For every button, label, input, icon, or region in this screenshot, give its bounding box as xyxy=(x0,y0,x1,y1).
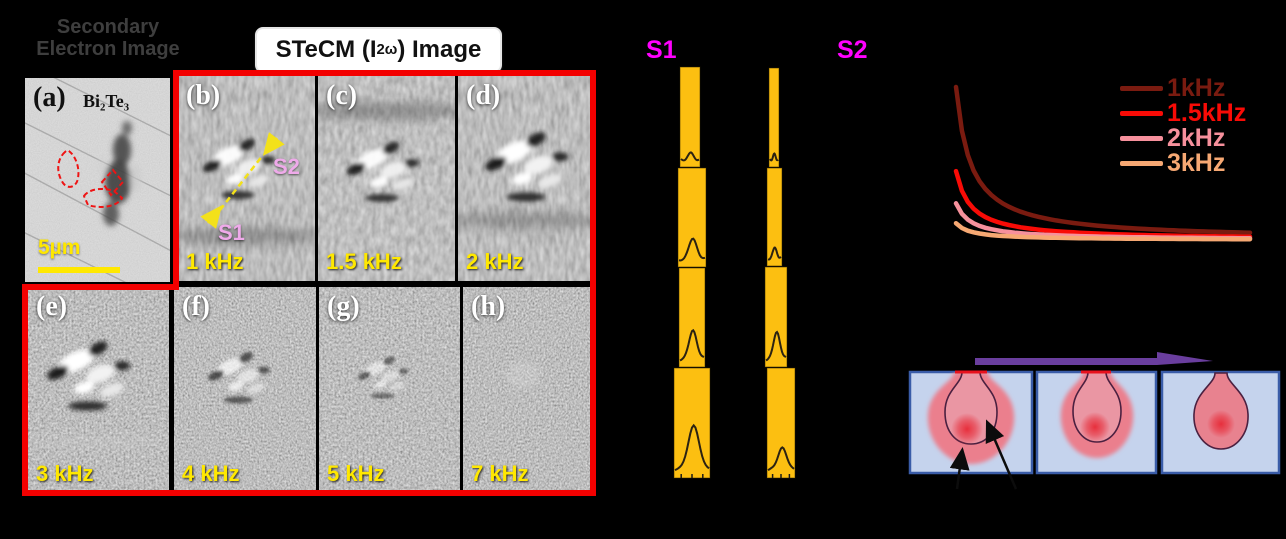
hot-core xyxy=(1080,412,1110,442)
sem-title-line2: Electron Image xyxy=(36,38,180,60)
legend-label-1p5khz: 1.5kHz xyxy=(1167,99,1247,127)
curve-1.5kHz xyxy=(953,168,1253,239)
scan-direction-arrow xyxy=(975,352,1213,365)
panel-e-label: (e) xyxy=(36,291,68,322)
legend-line-1p5khz xyxy=(1120,111,1163,116)
profile-s2-label: S2 xyxy=(837,36,868,64)
melt-pool-box-3 xyxy=(1160,370,1281,475)
legend-line-2khz xyxy=(1120,136,1163,141)
panel-d-stecm-2khz: (d) 2 kHz xyxy=(458,76,593,281)
panel-a-sem-image: (a) Bi₂Te₃ 5µm xyxy=(25,78,170,282)
heat-affected-zone xyxy=(1060,372,1134,458)
curve-3kHz xyxy=(953,220,1253,242)
panel-c-stecm-1p5khz: (c) 1.5 kHz xyxy=(318,76,455,281)
melt-pool-outline xyxy=(944,372,998,445)
line-profile-strips xyxy=(673,66,796,479)
panel-h-stecm-7khz: (h) 7 kHz xyxy=(463,287,592,493)
panel-g-stecm-5khz: (g) 5 kHz xyxy=(319,287,460,493)
panel-h-frequency: 7 kHz xyxy=(471,461,529,486)
stecm-title-suffix: ) Image xyxy=(397,36,482,63)
sem-title-line1: Secondary xyxy=(56,16,160,38)
panel-h-label: (h) xyxy=(471,291,506,322)
panel-d-frequency: 2 kHz xyxy=(466,249,524,274)
panel-g-frequency: 5 kHz xyxy=(327,461,385,486)
material-label: Bi₂Te₃ xyxy=(83,91,130,111)
stecm-title-prefix: STeCM (I xyxy=(275,36,377,63)
legend-line-1khz xyxy=(1120,86,1163,91)
panel-f-label: (f) xyxy=(182,291,210,322)
heat-affected-zone xyxy=(927,372,1015,464)
curve-2kHz xyxy=(953,201,1253,241)
legend-label-3khz: 3kHz xyxy=(1167,149,1226,177)
melt-pool-box-2 xyxy=(1035,370,1158,475)
melt-pool-outline xyxy=(1072,372,1122,443)
panel-b-s2-annotation: S2 xyxy=(273,154,300,179)
panel-g-label: (g) xyxy=(327,291,360,322)
stecm-section-title: STeCM (I 2ω) Image xyxy=(255,27,502,73)
legend-label-1khz: 1kHz xyxy=(1167,74,1226,102)
melt-pool-diagram xyxy=(908,352,1281,490)
scalebar-line xyxy=(38,267,120,273)
hot-core xyxy=(951,413,983,445)
panel-b-label: (b) xyxy=(186,80,221,111)
melt-pool-box-1 xyxy=(908,370,1034,475)
panel-a-label: (a) xyxy=(33,82,66,113)
sem-section-title: Secondary Electron Image xyxy=(18,16,198,60)
panel-f-stecm-4khz: (f) 4 kHz xyxy=(174,287,316,493)
legend-line-3khz xyxy=(1120,161,1163,166)
hot-core xyxy=(1207,410,1235,438)
panel-b-frequency: 1 kHz xyxy=(186,249,244,274)
panel-f-frequency: 4 kHz xyxy=(182,461,240,486)
panel-c-frequency: 1.5 kHz xyxy=(326,249,402,274)
legend-label-2khz: 2kHz xyxy=(1167,124,1226,152)
diagram-annotation-arrows xyxy=(949,419,1018,490)
contact-line xyxy=(955,370,987,374)
scalebar-text: 5µm xyxy=(38,236,81,259)
panel-d-label: (d) xyxy=(466,80,501,111)
panel-b-s1-annotation: S1 xyxy=(218,220,245,245)
contact-line xyxy=(1081,370,1111,374)
profile-s1-label: S1 xyxy=(646,36,677,64)
panel-e-frequency: 3 kHz xyxy=(36,461,94,486)
melt-pool-outline xyxy=(1193,372,1249,450)
stecm-title-sub: 2ω xyxy=(376,42,398,58)
panel-e-stecm-3khz: (e) 3 kHz xyxy=(28,287,169,493)
panel-c-label: (c) xyxy=(326,80,358,111)
